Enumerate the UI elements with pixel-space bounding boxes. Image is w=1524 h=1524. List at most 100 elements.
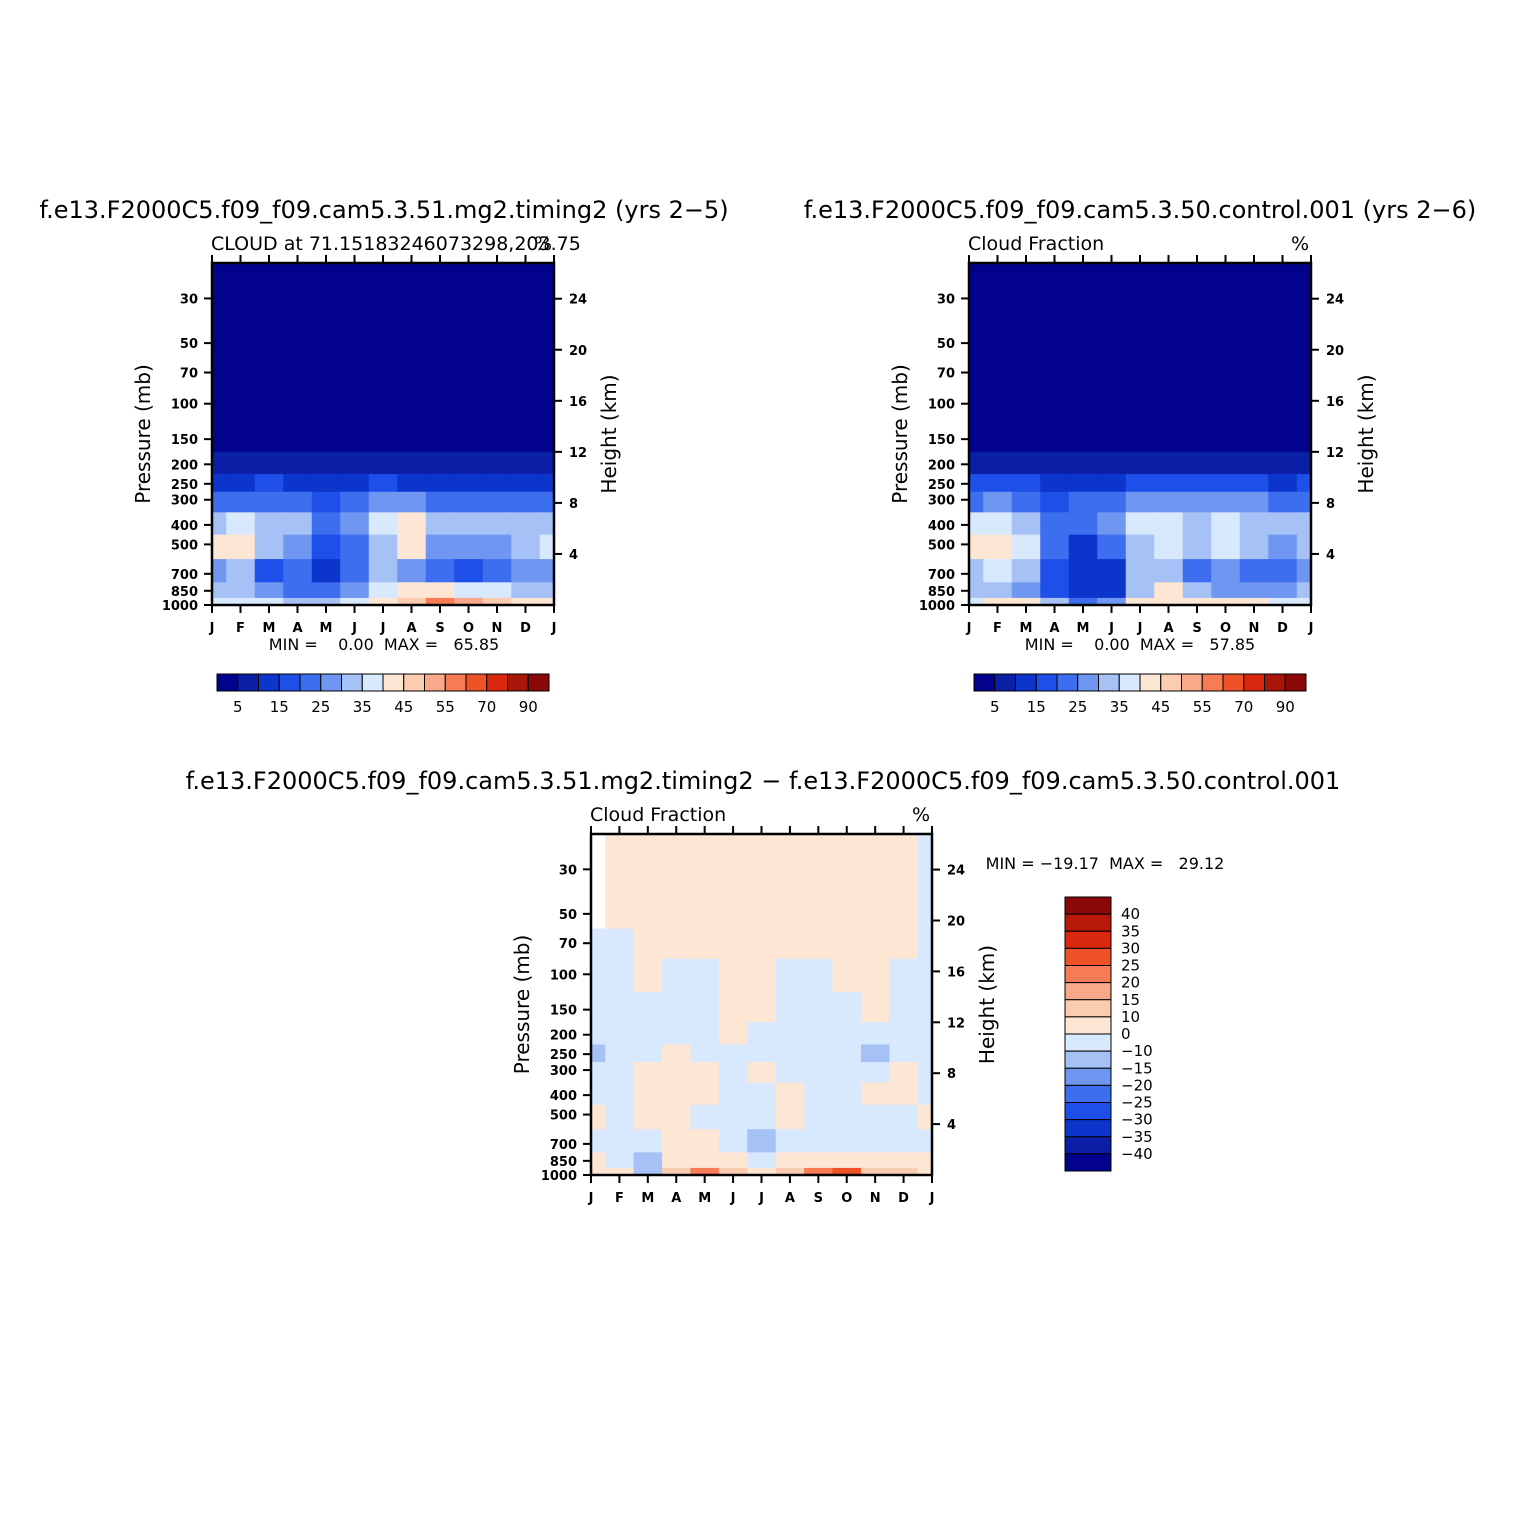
contour-cell — [917, 1104, 933, 1130]
contour-cell — [212, 597, 227, 606]
chart-panel-3: J F M A M J J A S O N D J305070100150200250300400500… — [510, 804, 1224, 1206]
contour-cell — [969, 474, 984, 493]
contour-cell — [1011, 357, 1041, 389]
contour-cell — [283, 597, 313, 606]
y-tick-label: 100 — [928, 398, 955, 413]
y-tick-label: 400 — [171, 519, 198, 534]
contour-cell — [1239, 421, 1269, 453]
colorbar-label: −40 — [1121, 1145, 1153, 1163]
contour-cell — [1068, 388, 1098, 423]
contour-cell — [1239, 597, 1269, 606]
colorbar-swatch — [1098, 673, 1120, 692]
contour-cell — [747, 1104, 777, 1130]
y2-axis-label: Height (km) — [597, 374, 621, 493]
contour-cell — [1040, 512, 1070, 536]
x-tick-label: J — [1137, 621, 1143, 636]
contour-cell — [283, 357, 313, 389]
contour-cell — [1154, 388, 1184, 423]
colorbar-swatch — [1243, 673, 1265, 692]
contour-cell — [605, 991, 635, 1023]
colorbar-swatch — [1077, 673, 1099, 692]
contour-cell — [311, 357, 341, 389]
contour-cell — [212, 512, 227, 536]
contour-cell — [511, 582, 541, 599]
contour-cell — [1125, 421, 1155, 453]
contour-cell — [226, 388, 256, 423]
contour-cell — [397, 491, 427, 513]
contour-cell — [591, 928, 606, 960]
contour-cell — [1011, 534, 1041, 560]
contour-cell — [1097, 512, 1127, 536]
contour-cell — [254, 597, 284, 606]
contour-cell — [633, 1129, 663, 1153]
contour-cell — [1268, 357, 1298, 389]
x-tick-label: J — [1108, 621, 1114, 636]
contour-cell — [1154, 451, 1184, 475]
contour-cell — [368, 597, 398, 606]
contour-cell — [1296, 263, 1312, 322]
contour-cell — [1040, 263, 1070, 322]
contour-cell — [1097, 451, 1127, 475]
y-tick-label: 70 — [180, 367, 198, 382]
contour-cell — [718, 1022, 748, 1046]
y-tick-label: 300 — [550, 1064, 577, 1079]
contour-cell — [425, 559, 455, 583]
contour-cell — [1211, 263, 1241, 322]
contour-cell — [1211, 512, 1241, 536]
colorbar-label: −15 — [1121, 1059, 1153, 1077]
contour-cell — [983, 421, 1013, 453]
y-tick-label: 300 — [171, 494, 198, 509]
y-tick-label: 100 — [550, 968, 577, 983]
contour-cell — [889, 891, 919, 930]
contour-cell — [311, 512, 341, 536]
contour-cell — [397, 512, 427, 536]
colorbar-swatch — [1118, 673, 1141, 692]
contour-cell — [1097, 263, 1127, 322]
contour-cell — [889, 1104, 919, 1130]
contour-cell — [511, 491, 541, 513]
colorbar-swatch — [1284, 673, 1307, 692]
contour-cell — [1211, 320, 1241, 359]
contour-cell — [889, 1129, 919, 1153]
contour-cell — [662, 1167, 692, 1176]
contour-cell — [254, 474, 284, 493]
contour-cell — [804, 958, 834, 993]
contour-cell — [212, 559, 227, 583]
contour-cell — [283, 534, 313, 560]
contour-cell — [804, 1082, 834, 1106]
contour-cell — [917, 1129, 933, 1153]
contour-cell — [482, 597, 512, 606]
contour-cell — [397, 597, 427, 606]
contour-cell — [1239, 512, 1269, 536]
colorbar-swatch — [465, 673, 488, 692]
contour-cell — [889, 1082, 919, 1106]
height-tick-label: 8 — [569, 497, 578, 512]
contour-cell — [917, 928, 933, 960]
x-tick-label: O — [1220, 621, 1231, 636]
contour-cell — [1154, 474, 1184, 493]
contour-cell — [368, 559, 398, 583]
colorbar-swatch — [1064, 1136, 1112, 1155]
contour-cell — [983, 388, 1013, 423]
y-tick-label: 850 — [171, 585, 198, 600]
contour-cell — [254, 512, 284, 536]
contour-cell — [1296, 320, 1312, 359]
y-tick-label: 200 — [550, 1029, 577, 1044]
contour-cell — [1011, 388, 1041, 423]
colorbar-swatch — [403, 673, 425, 692]
y-tick-label: 50 — [559, 908, 577, 923]
chart-subtitle: CLOUD at 71.15183246073298,203.75 — [211, 233, 581, 255]
y-tick-label: 150 — [171, 433, 198, 448]
colorbar-label: 0 — [1121, 1025, 1131, 1043]
contour-cell — [212, 263, 227, 322]
contour-cell — [539, 388, 555, 423]
contour-cell — [1068, 320, 1098, 359]
contour-cell — [832, 891, 862, 930]
contour-cell — [283, 388, 313, 423]
contour-cell — [969, 263, 984, 322]
contour-cell — [482, 559, 512, 583]
y-tick-label: 70 — [937, 367, 955, 382]
contour-cell — [983, 582, 1013, 599]
height-tick-label: 24 — [569, 293, 587, 308]
contour-cell — [1068, 263, 1098, 322]
